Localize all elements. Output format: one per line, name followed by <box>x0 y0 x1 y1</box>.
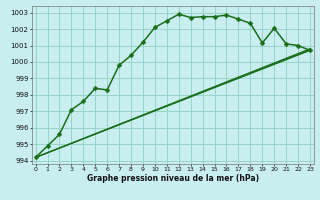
X-axis label: Graphe pression niveau de la mer (hPa): Graphe pression niveau de la mer (hPa) <box>87 174 259 183</box>
